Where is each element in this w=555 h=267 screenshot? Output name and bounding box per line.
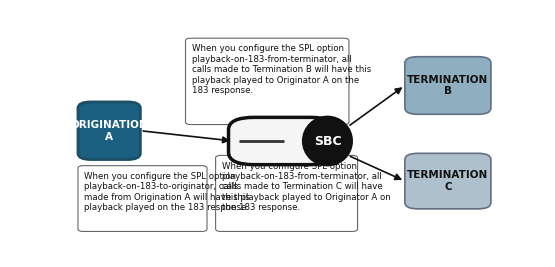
Text: TERMINATION
B: TERMINATION B [407,75,488,96]
Text: When you configure the SPL option
playback-on-183-from-terminator, all
calls mad: When you configure the SPL option playba… [192,44,371,95]
FancyBboxPatch shape [185,38,349,124]
FancyBboxPatch shape [78,166,207,231]
Text: When you configure the SPL option
playback-on-183-to-originator, calls
made from: When you configure the SPL option playba… [84,172,250,212]
Text: TERMINATION
C: TERMINATION C [407,170,488,192]
Text: When you configure SPL option
playback-on-183-from-terminator, all
calls made to: When you configure SPL option playback-o… [222,162,391,212]
Text: ORIGINATION
A: ORIGINATION A [70,120,148,142]
Text: SBC: SBC [314,135,341,147]
Ellipse shape [304,117,351,165]
FancyBboxPatch shape [405,153,491,209]
FancyBboxPatch shape [229,117,336,165]
FancyBboxPatch shape [78,102,140,159]
FancyBboxPatch shape [405,57,491,114]
FancyBboxPatch shape [215,155,357,231]
